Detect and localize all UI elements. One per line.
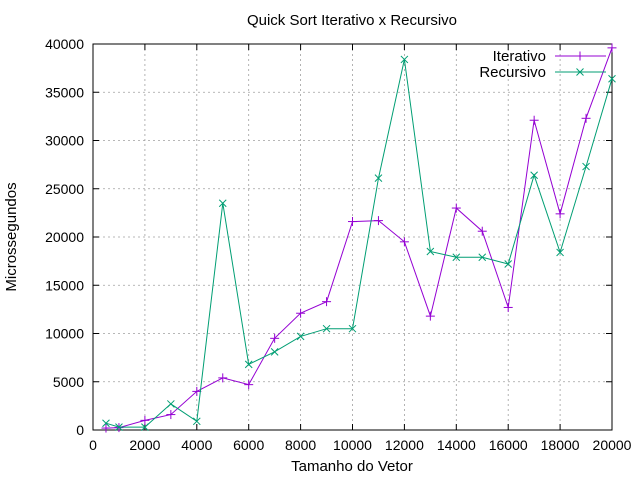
data-point-iterativo [192,386,202,396]
x-tick-label: 18000 [541,437,580,453]
data-point-iterativo [166,410,176,420]
tick-labels: 0 2000 4000 6000 8000 10000 12000 14000 16000 180… [45,36,632,453]
data-point-recursivo [192,417,201,426]
y-tick-label: 15000 [45,277,84,293]
chart-title: Quick Sort Iterativo x Recursivo [247,12,457,29]
data-point-recursivo [582,162,590,171]
data-point-recursivo [296,332,305,341]
data-point-recursivo [400,55,409,64]
data-point-iterativo [529,115,539,125]
y-tick-label: 10000 [45,326,84,342]
grid [93,44,612,430]
data-point-iterativo [399,237,409,247]
data-point-recursivo [115,423,123,431]
data-point-recursivo [608,74,616,83]
data-point-iterativo [451,203,461,213]
x-axis-title: Tamanho do Vetor [291,458,413,475]
y-tick-label: 40000 [45,36,84,52]
y-tick-label: 30000 [45,133,84,149]
data-point-iterativo [218,373,228,383]
x-tick-label: 8000 [285,437,316,453]
x-tick-label: 12000 [385,437,424,453]
data-point-iterativo [503,302,513,312]
data-point-iterativo [425,311,435,321]
data-point-iterativo [140,415,150,425]
data-point-recursivo [218,199,227,208]
x-tick-label: 16000 [489,437,528,453]
series-line-recursivo [105,59,613,428]
data-point-iterativo [373,216,383,226]
data-point-recursivo [322,324,331,333]
y-tick-label: 0 [76,422,84,438]
x-tick-label: 2000 [129,437,160,453]
data-point-recursivo [166,400,175,408]
data-point-iterativo [244,380,254,390]
data-point-iterativo [101,423,111,433]
y-axis-title: Microssegundos [3,182,20,291]
data-point-recursivo [348,324,357,333]
data-point-recursivo [244,360,253,369]
legend-label-recursivo: Recursivo [479,64,546,81]
x-tick-label: 0 [89,437,97,453]
data-point-recursivo [374,174,383,182]
series-line-iterativo [105,47,613,429]
data-point-iterativo [348,217,357,227]
y-tick-label: 25000 [45,181,84,197]
series-group [101,43,617,433]
data-point-recursivo [504,260,513,268]
data-point-iterativo [270,333,280,343]
data-point-recursivo [270,347,279,356]
axes [92,43,613,431]
data-point-iterativo [296,308,306,318]
data-point-iterativo [477,226,487,236]
data-point-iterativo [581,113,591,123]
data-point-recursivo [102,419,110,428]
x-tick-label: 4000 [181,437,212,453]
data-point-recursivo [141,423,149,431]
data-point-recursivo [452,253,461,262]
data-point-recursivo [556,248,564,257]
x-tick-label: 10000 [333,437,372,453]
data-point-iterativo [322,297,332,307]
x-tick-label: 14000 [437,437,476,453]
x-tick-label: 20000 [593,437,632,453]
data-point-recursivo [478,253,487,262]
x-tick-label: 6000 [233,437,264,453]
y-tick-label: 35000 [45,84,84,100]
y-tick-label: 20000 [45,229,84,245]
legend-marker-recursivo [576,68,584,76]
y-tick-label: 5000 [53,374,84,390]
legend-marker-iterativo [575,51,585,61]
data-point-recursivo [426,247,435,256]
data-point-iterativo [607,43,617,53]
data-point-iterativo [555,209,565,219]
data-point-recursivo [530,171,539,180]
legend-label-iterativo: Iterativo [493,48,546,65]
